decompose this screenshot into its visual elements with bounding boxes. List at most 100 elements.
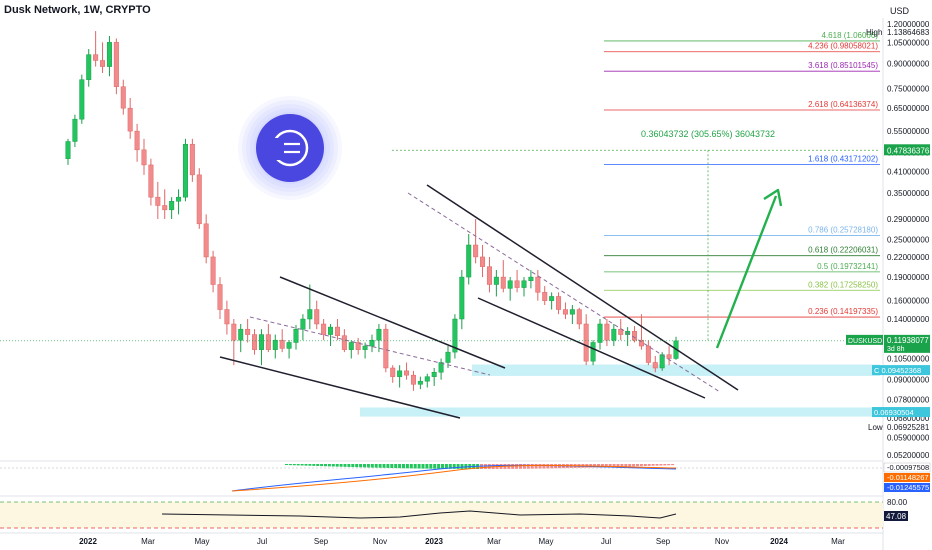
macd-histogram-bar bbox=[366, 464, 370, 468]
macd-line bbox=[231, 464, 677, 492]
macd-histogram-bar bbox=[351, 464, 355, 468]
macd-histogram-bar bbox=[546, 464, 550, 469]
macd-histogram-bar bbox=[448, 464, 452, 469]
macd-histogram-bar bbox=[671, 464, 675, 466]
time-tick: May bbox=[538, 537, 553, 546]
macd-histogram-bar bbox=[441, 464, 444, 469]
candle bbox=[632, 331, 638, 341]
macd-histogram-bar bbox=[343, 464, 347, 467]
fib-label: 0.382 (0.17258250) bbox=[808, 280, 878, 289]
macd-histogram-bar bbox=[452, 464, 456, 469]
macd-histogram-bar bbox=[327, 464, 331, 467]
target-tag bbox=[884, 144, 930, 156]
currency-label[interactable]: USD bbox=[890, 6, 910, 16]
price-tick: 0.05200000 bbox=[887, 451, 930, 460]
candle bbox=[341, 335, 347, 350]
candle bbox=[334, 326, 340, 336]
candle bbox=[521, 280, 527, 288]
candle bbox=[604, 323, 610, 341]
macd-histogram-bar bbox=[460, 464, 464, 469]
macd-histogram-bar bbox=[292, 464, 296, 466]
macd-histogram-bar bbox=[370, 464, 374, 468]
macd-histogram-bar bbox=[429, 464, 433, 469]
candle bbox=[549, 296, 555, 301]
macd-histogram-bar bbox=[600, 464, 604, 468]
fib-label: 1.618 (0.43171202) bbox=[808, 154, 878, 163]
macd-histogram-bar bbox=[526, 464, 530, 469]
projection-arrow-head bbox=[763, 188, 783, 207]
macd-histogram-bar bbox=[320, 464, 324, 467]
macd-value-3: -0.01245575 bbox=[887, 483, 929, 492]
time-tick: Sep bbox=[314, 537, 329, 546]
macd-histogram-bar bbox=[421, 464, 425, 469]
candle bbox=[597, 323, 603, 343]
macd-histogram-bar bbox=[663, 464, 667, 466]
candle bbox=[258, 334, 264, 350]
support-lower-value: 0.06930504 bbox=[874, 408, 914, 417]
fib-label: 2.618 (0.64136374) bbox=[808, 100, 878, 109]
candle bbox=[148, 164, 154, 198]
fib-label: 0.236 (0.14197335) bbox=[808, 307, 878, 316]
time-tick: Jul bbox=[257, 537, 267, 546]
trendline-2-mid bbox=[407, 192, 721, 393]
time-tick: May bbox=[194, 537, 209, 546]
trendline-2-upper bbox=[426, 184, 739, 391]
time-tick: Jul bbox=[601, 537, 611, 546]
macd-histogram-bar bbox=[374, 464, 378, 468]
macd-histogram-bar bbox=[390, 464, 394, 469]
candle bbox=[127, 107, 133, 132]
macd-histogram-bar bbox=[511, 464, 515, 469]
candle bbox=[231, 323, 237, 341]
macd-histogram-bar bbox=[339, 464, 343, 467]
measure-label: 0.36043732 (305.65%) 36043732 bbox=[641, 129, 775, 139]
time-tick: 2024 bbox=[770, 537, 788, 546]
macd-histogram-bar bbox=[651, 464, 655, 466]
price-tick: 0.29000000 bbox=[887, 215, 930, 224]
signal-line bbox=[231, 464, 677, 492]
macd-histogram-bar bbox=[620, 464, 624, 467]
macd-histogram-bar bbox=[300, 464, 304, 466]
price-tick: 0.75000000 bbox=[887, 85, 930, 94]
macd-histogram-bar bbox=[519, 464, 522, 469]
high-label: High bbox=[866, 28, 882, 37]
candle bbox=[486, 266, 492, 285]
fib-label: 0.786 (0.25728180) bbox=[808, 225, 878, 234]
macd-histogram-bar bbox=[304, 464, 308, 466]
candle bbox=[348, 342, 354, 350]
macd-histogram-bar bbox=[643, 464, 647, 466]
candle bbox=[169, 201, 175, 211]
macd-histogram-bar bbox=[355, 464, 359, 468]
price-tick: 0.14000000 bbox=[887, 315, 930, 324]
macd-histogram-bar bbox=[636, 464, 639, 467]
time-tick: Mar bbox=[487, 537, 501, 546]
macd-histogram-bar bbox=[417, 464, 421, 469]
macd-histogram-bar bbox=[604, 464, 608, 468]
time-tick: Nov bbox=[715, 537, 729, 546]
candle bbox=[307, 309, 313, 320]
target-value: 0.47836376 bbox=[887, 146, 930, 155]
candle bbox=[410, 374, 416, 385]
macd-histogram-bar bbox=[444, 464, 448, 469]
candle bbox=[65, 141, 71, 159]
logo-circle bbox=[256, 114, 324, 182]
macd-histogram-bar bbox=[456, 464, 460, 469]
symbol-label: DUSKUSD bbox=[848, 338, 882, 345]
trendline-1-upper bbox=[279, 276, 506, 369]
price-tick: 0.09000000 bbox=[887, 376, 930, 385]
support-zone-lower bbox=[360, 407, 880, 417]
macd-value-1: -0.00097508 bbox=[887, 463, 929, 472]
trendline-1-mid bbox=[249, 316, 491, 376]
candle bbox=[189, 143, 195, 176]
candle bbox=[431, 372, 437, 377]
candle bbox=[106, 42, 112, 67]
candle bbox=[376, 328, 382, 341]
current-price-tag bbox=[884, 334, 930, 353]
candle bbox=[390, 367, 396, 377]
price-tick: 1.05000000 bbox=[887, 38, 930, 47]
macd-tag-1 bbox=[883, 462, 931, 473]
macd-histogram-bar bbox=[616, 464, 620, 467]
candle bbox=[279, 339, 285, 349]
candle bbox=[120, 86, 126, 109]
time-tick: 2023 bbox=[425, 537, 443, 546]
